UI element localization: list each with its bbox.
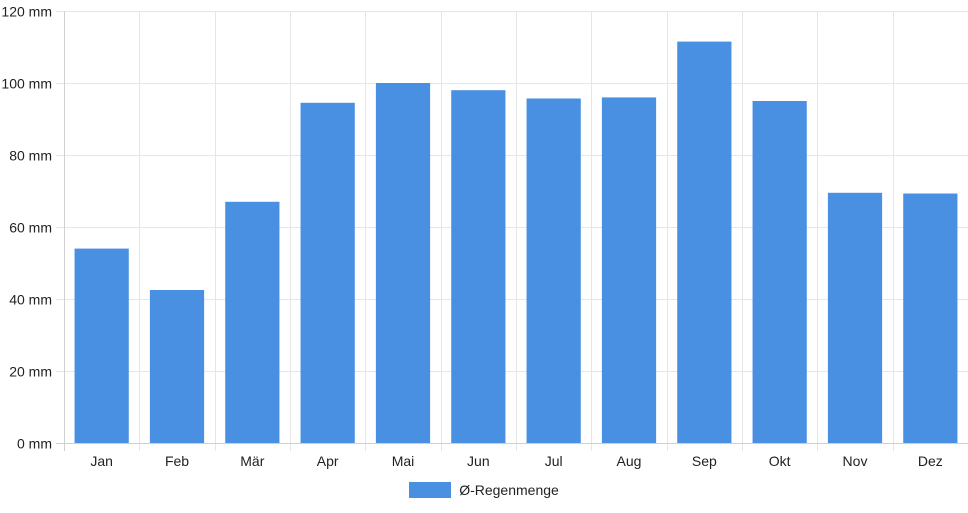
- x-tick-label: Nov: [843, 453, 868, 469]
- bar-sep[interactable]: [677, 41, 732, 443]
- x-tick-labels: Jan Feb Mär Apr Mai Jun Jul Aug Sep Okt Nov Dez: [90, 453, 942, 469]
- y-tick-label: 120 mm: [1, 4, 52, 20]
- x-tick-label: Jan: [90, 453, 113, 469]
- y-tick-label: 40 mm: [9, 292, 52, 308]
- bar-dez[interactable]: [903, 193, 958, 443]
- legend-label: Ø-Regenmenge: [459, 482, 559, 498]
- bar-mai[interactable]: [375, 83, 431, 443]
- x-tick-label: Okt: [769, 453, 791, 469]
- x-tick-label: Jul: [545, 453, 563, 469]
- y-tick-label: 20 mm: [9, 364, 52, 380]
- axes: [56, 11, 968, 451]
- x-tick-label: Dez: [918, 453, 943, 469]
- x-tick-label: Aug: [617, 453, 642, 469]
- bar-nov[interactable]: [827, 192, 883, 443]
- grid-lines: [56, 11, 968, 451]
- y-tick-label: 60 mm: [9, 220, 52, 236]
- x-tick-label: Mär: [240, 453, 264, 469]
- x-tick-label: Feb: [165, 453, 189, 469]
- x-tick-label: Sep: [692, 453, 717, 469]
- bar-jun[interactable]: [451, 90, 506, 443]
- y-tick-label: 100 mm: [1, 76, 52, 92]
- bar-feb[interactable]: [149, 290, 205, 443]
- bar-mär[interactable]: [225, 201, 280, 443]
- bar-apr[interactable]: [300, 102, 355, 444]
- y-tick-labels: 0 mm 20 mm 40 mm 60 mm 80 mm 100 mm 120 mm: [1, 4, 52, 452]
- bars: [74, 41, 958, 444]
- y-tick-label: 0 mm: [17, 436, 52, 452]
- legend-swatch: [409, 482, 452, 498]
- x-tick-label: Mai: [392, 453, 415, 469]
- bar-jan[interactable]: [74, 248, 129, 443]
- bar-okt[interactable]: [752, 101, 807, 443]
- x-tick-label: Apr: [317, 453, 339, 469]
- y-tick-label: 80 mm: [9, 148, 52, 164]
- bar-aug[interactable]: [601, 97, 657, 444]
- bar-jul[interactable]: [526, 98, 581, 443]
- legend[interactable]: Ø-Regenmenge: [0, 480, 968, 500]
- x-tick-label: Jun: [467, 453, 490, 469]
